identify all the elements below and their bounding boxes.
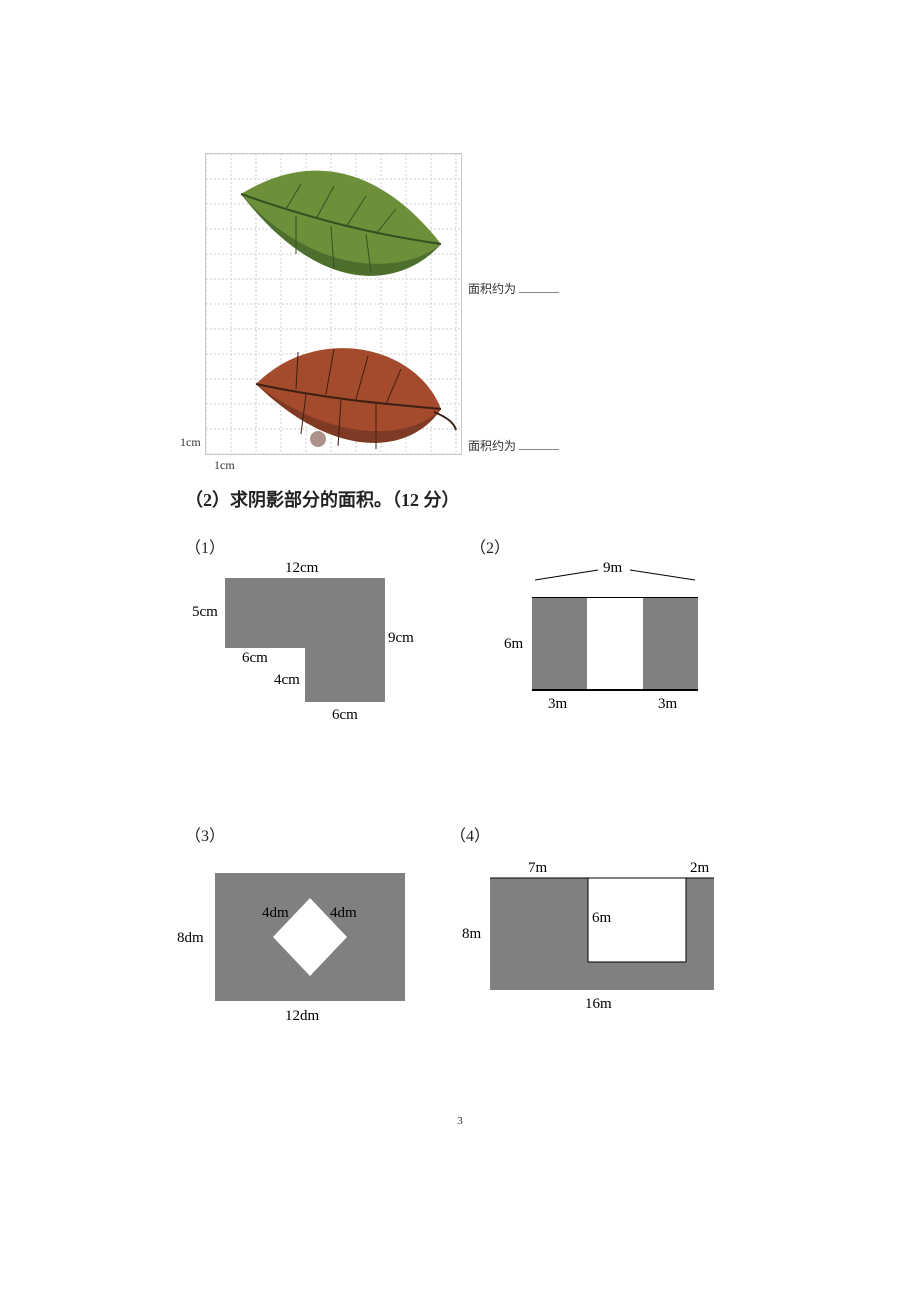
fig1-notch-w: 6cm [242, 650, 268, 667]
fig4-bottom: 16m [585, 996, 612, 1013]
fig2-bl: 3m [548, 696, 567, 713]
fig1: 12cm 5cm 6cm 4cm 9cm 6cm [180, 560, 440, 740]
fig1-right: 9cm [388, 630, 414, 647]
question-heading: （2）求阴影部分的面积。（12 分） [185, 486, 460, 512]
page-number: 3 [0, 1115, 920, 1127]
leaf-grid-panel [205, 153, 462, 455]
area-text-2: 面积约为 [468, 439, 516, 453]
leaf-grid-svg [206, 154, 461, 454]
fig2-left: 6m [504, 636, 523, 653]
fig2-br: 3m [658, 696, 677, 713]
fig3-bottom: 12dm [285, 1008, 319, 1025]
fig1-top: 12cm [285, 560, 318, 577]
fig3-d2: 4dm [330, 905, 357, 922]
area-text-1: 面积约为 [468, 282, 516, 296]
fig2-num: （2） [470, 534, 510, 558]
fig1-left: 5cm [192, 604, 218, 621]
fig4-tr: 2m [690, 860, 709, 877]
fig4-cut: 6m [592, 910, 611, 927]
fig3-left: 8dm [177, 930, 204, 947]
page: 面积约为 面积约为 1cm 1cm （2）求阴影部分的面积。（12 分） （1）… [0, 0, 920, 1302]
fig3-d1: 4dm [262, 905, 289, 922]
leaf-green [241, 171, 441, 276]
fig4-tl: 7m [528, 860, 547, 877]
leaf-red [256, 348, 456, 449]
blank-2[interactable] [519, 439, 559, 450]
leaf2-area-label: 面积约为 [468, 437, 559, 454]
fig2-top: 9m [603, 560, 622, 577]
fig1-bottom: 6cm [332, 707, 358, 724]
y-axis-1cm: 1cm [180, 435, 201, 450]
fig4-num: （4） [450, 822, 490, 846]
leaf1-area-label: 面积约为 [468, 280, 559, 297]
fig3: 4dm 4dm 8dm 12dm [175, 858, 435, 1048]
fig1-notch-h: 4cm [274, 672, 300, 689]
fig4-left: 8m [462, 926, 481, 943]
fig4: 7m 2m 8m 6m 16m [450, 858, 740, 1048]
fig2: 9m 6m 3m 3m [480, 560, 730, 730]
fig1-num: （1） [185, 534, 225, 558]
x-axis-1cm: 1cm [214, 458, 235, 473]
blank-1[interactable] [519, 282, 559, 293]
fig3-num: （3） [185, 822, 225, 846]
